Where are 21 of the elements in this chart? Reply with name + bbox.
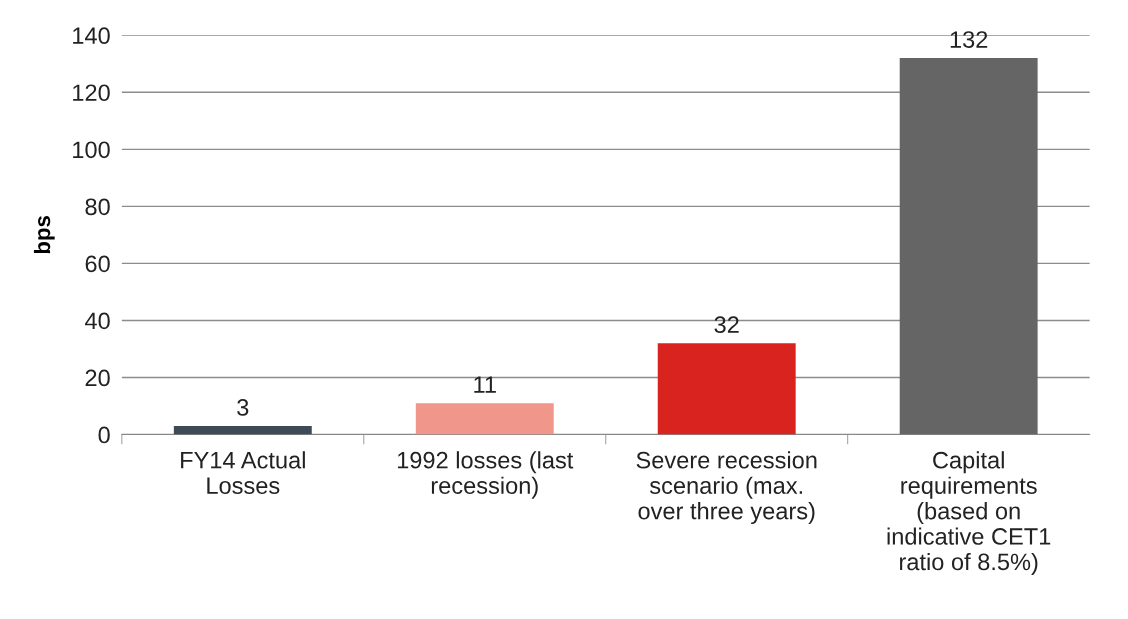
data-label: 132 — [950, 31, 988, 48]
y-tick-label: 0 — [98, 426, 110, 444]
y-tick-label: 120 — [73, 84, 110, 102]
bar — [173, 425, 312, 435]
y-tick-label: 140 — [73, 27, 110, 45]
x-tick-label: 1992 losses (last recession) — [397, 451, 574, 499]
data-label: 32 — [714, 316, 739, 334]
x-tick-label: Capital requirements (based on indicative CET1 ratio of 8.5%) — [887, 451, 1051, 575]
y-tick-label: 100 — [73, 141, 110, 159]
y-tick-label: 80 — [85, 198, 110, 216]
y-axis-title: bps — [33, 216, 55, 254]
x-tick-label: FY14 Actual Losses — [181, 451, 305, 494]
bar — [415, 403, 554, 435]
y-tick-label: 60 — [85, 255, 110, 273]
y-tick-label: 40 — [85, 312, 110, 330]
data-label: 11 — [474, 376, 496, 393]
bar — [899, 58, 1038, 435]
data-label: 3 — [237, 399, 249, 416]
y-tick-label: 20 — [85, 369, 110, 387]
x-tick-label: Severe recession scenario (max. over three years) — [636, 451, 817, 525]
bar — [657, 343, 796, 435]
